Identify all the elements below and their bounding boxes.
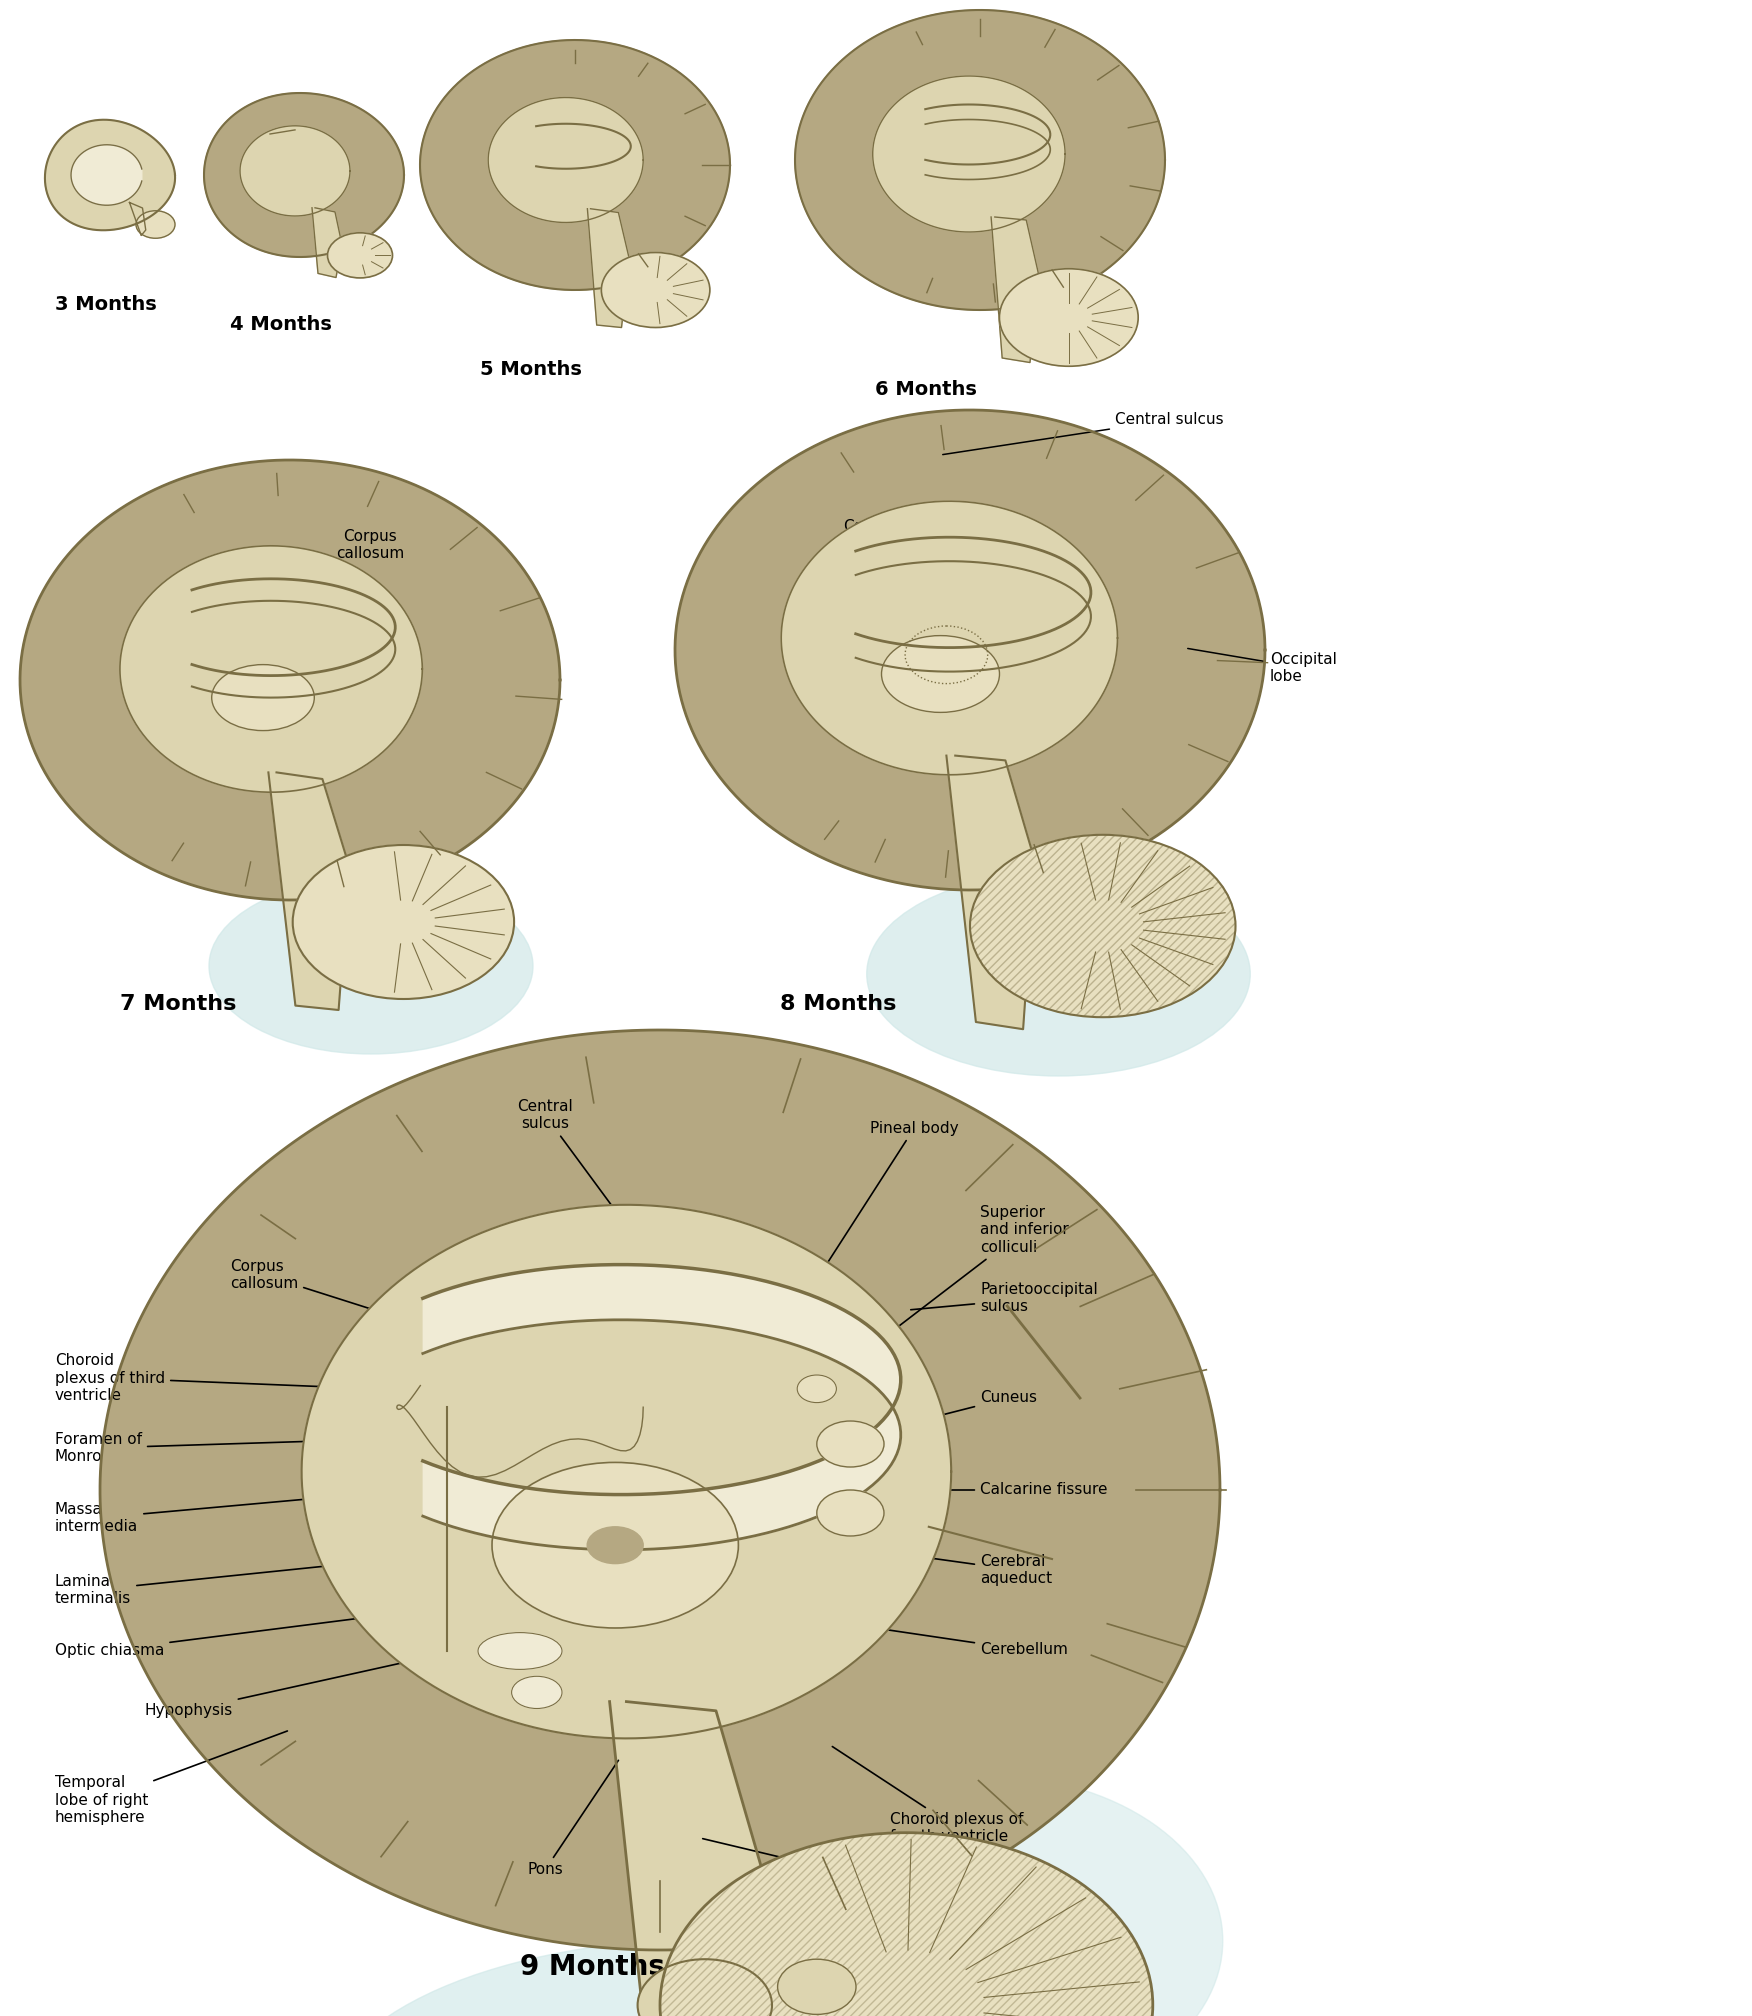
Text: Calcarine fissure: Calcarine fissure — [922, 1482, 1107, 1498]
Ellipse shape — [293, 845, 513, 1000]
Text: 3 Months: 3 Months — [54, 294, 156, 314]
Text: 7 Months: 7 Months — [119, 994, 237, 1014]
Text: Central sulcus: Central sulcus — [943, 413, 1223, 454]
Ellipse shape — [208, 879, 533, 1054]
Text: Massa
intermedia: Massa intermedia — [54, 1490, 405, 1534]
Text: Foramen of
Monro: Foramen of Monro — [54, 1431, 412, 1464]
Text: Superior
and inferior
colliculi: Superior and inferior colliculi — [855, 1206, 1069, 1361]
Polygon shape — [489, 97, 643, 222]
Text: Pons: Pons — [527, 1760, 618, 1877]
Text: Central
sulcus: Central sulcus — [517, 1099, 613, 1208]
Text: Choroid
plexus of third
ventricle: Choroid plexus of third ventricle — [54, 1353, 403, 1403]
Polygon shape — [420, 40, 731, 290]
Ellipse shape — [324, 1939, 1107, 2016]
Text: Occipital
lobe: Occipital lobe — [1188, 649, 1337, 683]
Polygon shape — [240, 125, 350, 216]
Polygon shape — [795, 10, 1165, 310]
Polygon shape — [781, 502, 1118, 774]
Polygon shape — [610, 1702, 773, 2016]
Ellipse shape — [212, 665, 314, 730]
Ellipse shape — [816, 1490, 885, 1536]
Polygon shape — [312, 208, 342, 278]
Ellipse shape — [778, 1960, 857, 2014]
Ellipse shape — [137, 212, 175, 238]
Ellipse shape — [601, 252, 710, 327]
Polygon shape — [301, 1206, 951, 1738]
Text: 8 Months: 8 Months — [780, 994, 897, 1014]
Text: Lamina
terminalis: Lamina terminalis — [54, 1560, 382, 1607]
Text: Pineal body: Pineal body — [811, 1121, 958, 1288]
Ellipse shape — [999, 268, 1139, 367]
Ellipse shape — [328, 232, 392, 278]
Polygon shape — [19, 460, 561, 899]
Polygon shape — [72, 145, 142, 206]
Text: Temporal
lobe of right
hemisphere: Temporal lobe of right hemisphere — [54, 1732, 287, 1824]
Polygon shape — [587, 210, 629, 327]
Polygon shape — [992, 218, 1039, 363]
Polygon shape — [203, 93, 405, 256]
Text: Medulla: Medulla — [703, 1839, 897, 1885]
Polygon shape — [946, 756, 1035, 1030]
Ellipse shape — [816, 1421, 885, 1468]
Text: 6 Months: 6 Months — [874, 379, 978, 399]
Text: Cuneus: Cuneus — [932, 1391, 1037, 1417]
Ellipse shape — [797, 1375, 836, 1403]
Text: Cerebral
aqueduct: Cerebral aqueduct — [860, 1548, 1053, 1587]
Text: Optic chiasma: Optic chiasma — [54, 1615, 382, 1657]
Text: 9 Months: 9 Months — [520, 1954, 664, 1982]
Polygon shape — [268, 772, 349, 1010]
Ellipse shape — [587, 1526, 643, 1564]
Text: Cerebellum: Cerebellum — [878, 1629, 1069, 1657]
Ellipse shape — [881, 635, 999, 712]
Text: Parietooccipital
sulcus: Parietooccipital sulcus — [911, 1282, 1099, 1314]
Polygon shape — [675, 409, 1265, 889]
Text: Corpus
callosum: Corpus callosum — [233, 528, 405, 633]
Text: 4 Months: 4 Months — [230, 314, 331, 335]
Ellipse shape — [746, 1776, 1223, 2016]
Polygon shape — [100, 1030, 1219, 1949]
Text: Corpus
callosum: Corpus callosum — [813, 518, 904, 583]
Ellipse shape — [492, 1462, 738, 1629]
Ellipse shape — [971, 835, 1235, 1018]
Text: Hypophysis: Hypophysis — [145, 1661, 412, 1718]
Polygon shape — [872, 77, 1065, 232]
Text: Choroid plexus of
fourth ventricle: Choroid plexus of fourth ventricle — [832, 1746, 1023, 1845]
Text: 5 Months: 5 Months — [480, 361, 582, 379]
Ellipse shape — [661, 1833, 1153, 2016]
Ellipse shape — [867, 873, 1251, 1077]
Ellipse shape — [478, 1633, 562, 1669]
Ellipse shape — [512, 1675, 562, 1708]
Polygon shape — [46, 119, 175, 230]
Polygon shape — [130, 202, 145, 236]
Text: Corpus
callosum: Corpus callosum — [230, 1258, 498, 1349]
Ellipse shape — [638, 1960, 773, 2016]
Polygon shape — [119, 546, 422, 792]
